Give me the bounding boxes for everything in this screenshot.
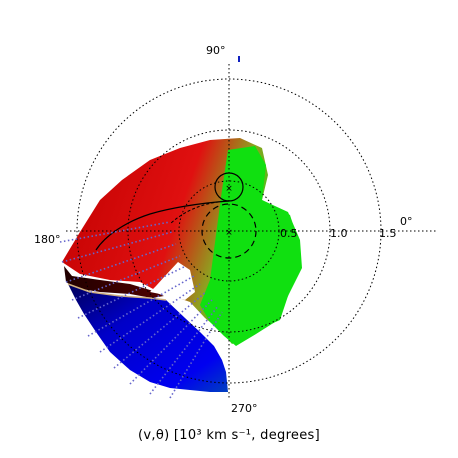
stream-tick <box>169 311 223 399</box>
label-0-deg: 0° <box>400 215 413 228</box>
stream-ticks <box>59 221 223 399</box>
secondary-marker: × <box>225 184 233 194</box>
gas-stream-trajectory <box>95 200 230 251</box>
stream-tick <box>149 305 219 395</box>
label-r-1-0: 1.0 <box>330 227 348 240</box>
stream-tick <box>71 255 181 301</box>
label-180-deg: 180° <box>34 233 61 246</box>
stream-tick <box>65 243 177 283</box>
green-emission-region <box>200 146 302 346</box>
stream-tick <box>87 275 195 337</box>
label-r-0-5: 0.5 <box>280 227 298 240</box>
polar-grid <box>66 64 436 398</box>
primary-marker: × <box>225 228 233 238</box>
stream-tick <box>61 231 173 263</box>
label-r-1-5: 1.5 <box>379 227 397 240</box>
empty-region <box>150 262 195 300</box>
stream-tick <box>99 283 201 353</box>
label-90-deg: 90° <box>206 44 226 57</box>
label-270-deg: 270° <box>231 402 258 415</box>
primary-roche-lobe <box>201 203 257 259</box>
figure-caption: (v,θ) [10³ km s⁻¹, degrees] <box>138 428 320 443</box>
blue-emission-region <box>68 284 228 392</box>
blue-mark <box>238 56 240 62</box>
stream-tick <box>59 221 171 243</box>
grid-circle-1-5 <box>76 78 382 384</box>
keplerian-trajectory <box>169 200 230 225</box>
